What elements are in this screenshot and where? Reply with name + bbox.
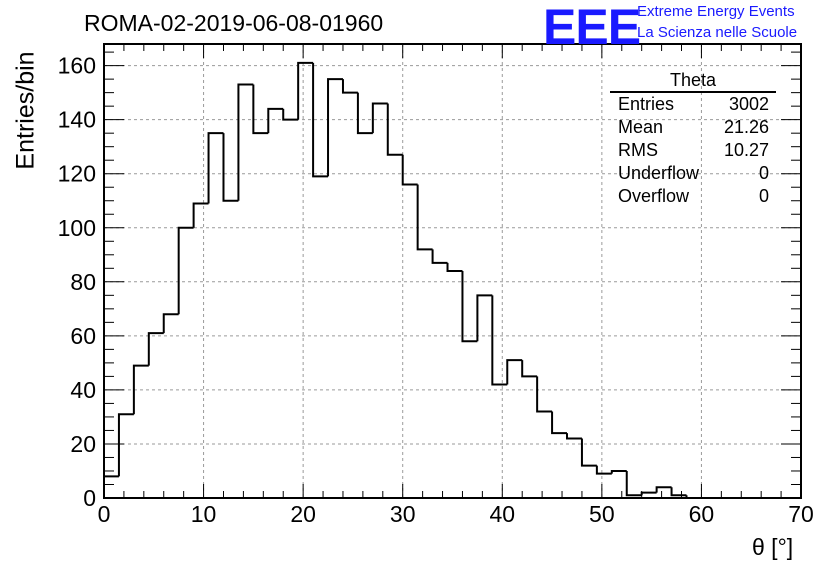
histogram-bin (267, 107, 284, 134)
y-tick-label: 60 (70, 323, 96, 349)
histogram-bin (312, 62, 329, 178)
histogram-bin (580, 438, 597, 467)
histogram-bin (356, 92, 373, 135)
histogram-bin (551, 411, 568, 435)
histogram-bin (117, 413, 134, 477)
histogram-bin (595, 465, 612, 475)
logo-line-2: La Scienza nelle Scuole (637, 24, 798, 41)
histogram-bin (192, 202, 209, 228)
x-tick-label: 50 (589, 501, 615, 527)
x-tick-label: 0 (98, 501, 111, 527)
stats-title: Theta (610, 70, 776, 93)
y-tick-label: 20 (70, 431, 96, 457)
chart-title: ROMA-02-2019-06-08-01960 (84, 10, 384, 36)
histogram-bin (431, 249, 448, 264)
histogram-bin (610, 469, 627, 474)
stats-row: Overflow 0 (610, 185, 776, 208)
histogram-bin (446, 262, 463, 272)
histogram-bin (521, 360, 538, 378)
histogram-bin (177, 226, 194, 315)
histogram-bins (103, 61, 792, 499)
histogram-bin (341, 79, 358, 94)
histogram-bin (327, 78, 343, 177)
stats-label: Overflow (618, 186, 690, 206)
y-tick-label: 100 (58, 215, 96, 241)
histogram-bin (222, 133, 239, 202)
stats-label: RMS (618, 140, 658, 160)
y-axis-label: Entries/bin (11, 51, 40, 170)
histogram-bin (416, 184, 433, 251)
stats-box: Theta Entries 3002 Mean 21.26 RMS 10.27 Underf… (610, 70, 776, 208)
x-axis-label: θ [°] (752, 534, 794, 560)
x-tick-label: 70 (788, 501, 814, 527)
stats-value: 3002 (728, 94, 769, 114)
stats-row: Mean 21.26 (610, 116, 776, 139)
histogram-bin (401, 154, 418, 186)
logo-line-1: Extreme Energy Events (637, 3, 795, 20)
eee-logo: EEE (543, 0, 641, 55)
histogram-bin (147, 332, 164, 366)
stats-value: 0 (758, 186, 769, 206)
stats-value: 10.27 (723, 140, 769, 160)
histogram-bin (461, 271, 478, 343)
histogram-bin (297, 61, 314, 120)
histogram-bin (491, 295, 508, 386)
y-tick-label: 120 (58, 161, 96, 187)
histogram-bin (655, 486, 672, 493)
stats-row: RMS 10.27 (610, 139, 776, 162)
y-tick-label: 140 (58, 107, 96, 133)
x-tick-label: 10 (191, 501, 217, 527)
stats-value: 0 (758, 163, 769, 183)
histogram-bin (103, 475, 119, 498)
y-tick-label: 80 (70, 269, 96, 295)
stats-label: Entries (618, 94, 675, 114)
stats-row: Underflow 0 (610, 162, 776, 185)
stats-label: Underflow (618, 163, 700, 183)
y-tick-label: 40 (70, 377, 96, 403)
histogram-bin (252, 84, 269, 135)
histogram-bin (282, 108, 299, 121)
histogram-bin (640, 491, 657, 496)
y-tick-label: 160 (58, 53, 96, 79)
grid-lines (104, 44, 801, 498)
stats-label: Mean (618, 117, 664, 137)
histogram-bin (566, 433, 582, 440)
histogram-bin (506, 359, 523, 385)
stats-row: Entries 3002 (610, 93, 776, 116)
x-tick-label: 20 (290, 501, 316, 527)
stats-value: 21.26 (723, 117, 769, 137)
histogram-bin (132, 364, 149, 415)
histogram-bin (162, 313, 179, 334)
histogram-bin (371, 102, 388, 134)
x-tick-label: 60 (689, 501, 715, 527)
histogram-bin (670, 487, 687, 497)
x-tick-label: 40 (489, 501, 515, 527)
histogram-bin (476, 294, 493, 342)
histogram-bin (237, 83, 254, 201)
y-tick-label: 0 (83, 485, 96, 511)
histogram-bin (536, 376, 553, 413)
histogram-bin (207, 132, 224, 204)
plot-frame (103, 43, 802, 499)
histogram-bin (625, 470, 642, 497)
x-tick-label: 30 (390, 501, 416, 527)
tick-labels: 0 10 20 30 40 50 60 70 0 20 40 60 80 100 120 140 160 (58, 53, 814, 527)
histogram-bin (386, 103, 403, 156)
